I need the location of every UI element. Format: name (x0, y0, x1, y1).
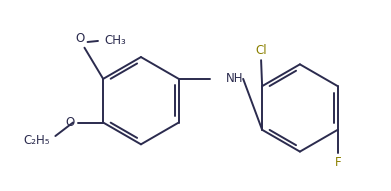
Text: F: F (334, 156, 341, 169)
Text: C₂H₅: C₂H₅ (24, 134, 50, 147)
Text: CH₃: CH₃ (104, 34, 126, 47)
Text: O: O (66, 116, 75, 129)
Text: NH: NH (226, 72, 243, 85)
Text: Cl: Cl (255, 44, 267, 57)
Text: O: O (76, 32, 85, 45)
